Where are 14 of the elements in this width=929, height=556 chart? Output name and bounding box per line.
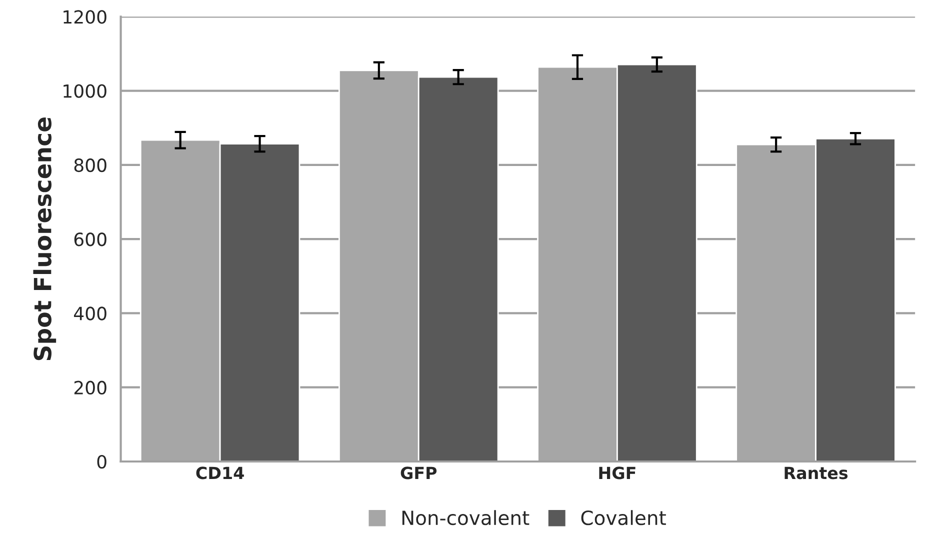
legend-label: Covalent — [581, 510, 666, 526]
x-tick-label: Rantes — [784, 466, 848, 480]
y-tick-label: 1200 — [64, 10, 106, 24]
x-tick-label: CD14 — [196, 466, 244, 480]
y-tick-label: 0 — [97, 454, 106, 469]
x-tick-label: GFP — [400, 466, 437, 480]
y-tick-label: 200 — [74, 380, 106, 394]
y-axis-title: Spot Fluorescence — [33, 118, 56, 360]
y-tick-label: 1000 — [64, 84, 106, 98]
y-tick-label: 800 — [74, 158, 106, 172]
legend-label: Non-covalent — [402, 510, 530, 526]
y-tick-label: 600 — [74, 232, 106, 246]
y-tick-label: 400 — [74, 306, 106, 320]
x-tick-label: HGF — [599, 466, 636, 480]
